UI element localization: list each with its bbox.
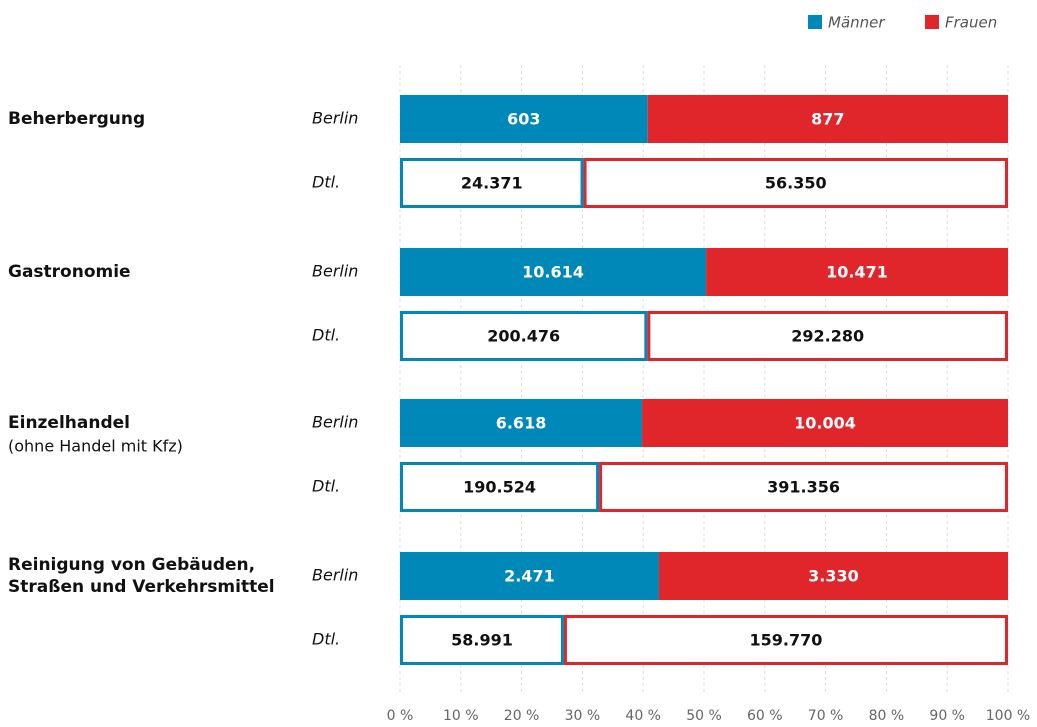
x-tick-label: 60 % (747, 708, 783, 724)
data-label: 200.476 (487, 327, 560, 346)
legend-swatch (925, 15, 939, 29)
x-tick-label: 0 % (387, 708, 414, 724)
data-label: 159.770 (750, 631, 823, 650)
data-label: 3.330 (808, 567, 859, 586)
region-label: Dtl. (312, 173, 340, 192)
data-label: 56.350 (765, 174, 827, 193)
region-label: Dtl. (312, 326, 340, 345)
x-tick-label: 10 % (443, 708, 479, 724)
region-label: Berlin (312, 566, 358, 585)
legend-swatch (808, 15, 822, 29)
category-label: Reinigung von Gebäuden, (8, 555, 255, 575)
category-label: Einzelhandel (8, 413, 130, 433)
x-tick-label: 40 % (625, 708, 661, 724)
data-label: 190.524 (463, 478, 536, 497)
bar-segment (400, 248, 707, 296)
bar-segment (400, 399, 643, 447)
region-label: Berlin (312, 109, 358, 128)
data-label: 877 (811, 110, 844, 129)
bar-segment (400, 462, 600, 512)
bar-segment (400, 158, 584, 208)
region-label: Dtl. (312, 477, 340, 496)
category-note: (ohne Handel mit Kfz) (8, 437, 183, 456)
x-tick-label: 100 % (986, 708, 1030, 724)
data-label: 10.004 (794, 414, 856, 433)
bar-segment (400, 95, 648, 143)
bar-segment (642, 399, 1008, 447)
bar-segment (400, 311, 648, 361)
bar-segment (599, 462, 1008, 512)
x-tick-label: 90 % (929, 708, 965, 724)
legend-label: Frauen (945, 14, 997, 32)
bar-segment (706, 248, 1008, 296)
category-label: Beherbergung (8, 109, 145, 129)
data-label: 58.991 (451, 631, 513, 650)
category-label: Gastronomie (8, 262, 131, 282)
bar-segment (647, 95, 1008, 143)
data-label: 391.356 (767, 478, 840, 497)
bar-segment (658, 552, 1008, 600)
data-label: 10.471 (826, 263, 888, 282)
data-label: 6.618 (496, 414, 547, 433)
bar-segment (563, 615, 1008, 665)
category-label: Straßen und Verkehrsmittel (8, 577, 275, 597)
data-label: 24.371 (461, 174, 523, 193)
bar-segment (400, 615, 564, 665)
data-label: 292.280 (791, 327, 864, 346)
region-label: Dtl. (312, 630, 340, 649)
bar-segment (400, 552, 659, 600)
legend-label: Männer (828, 14, 885, 32)
bar-segment (583, 158, 1009, 208)
data-label: 10.614 (522, 263, 584, 282)
x-tick-label: 50 % (686, 708, 722, 724)
x-tick-label: 20 % (504, 708, 540, 724)
x-tick-label: 30 % (565, 708, 601, 724)
region-label: Berlin (312, 262, 358, 281)
region-label: Berlin (312, 413, 358, 432)
data-label: 2.471 (504, 567, 555, 586)
x-tick-label: 80 % (869, 708, 905, 724)
data-label: 603 (507, 110, 540, 129)
x-tick-label: 70 % (808, 708, 844, 724)
bar-segment (647, 311, 1008, 361)
